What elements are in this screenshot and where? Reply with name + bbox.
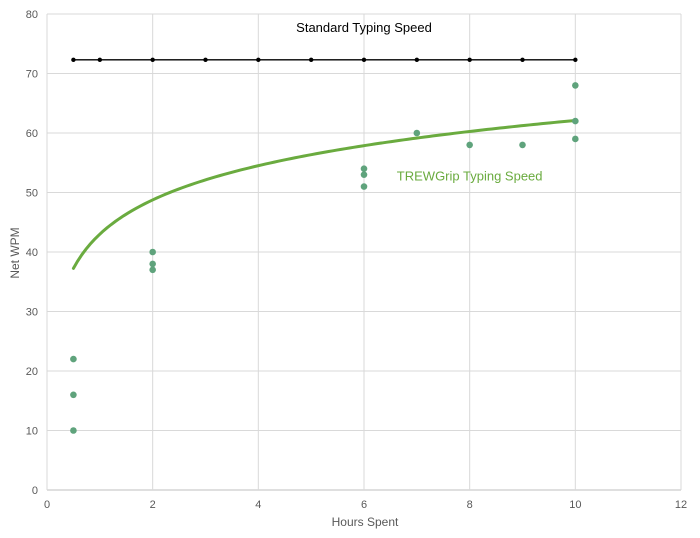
y-tick-label-20: 20	[26, 366, 38, 378]
standard-speed-point	[308, 57, 314, 63]
x-tick-label-2: 2	[150, 499, 156, 511]
standard-speed-point	[97, 57, 103, 63]
x-tick-label-4: 4	[255, 499, 261, 511]
x-tick-label-0: 0	[44, 499, 50, 511]
trewgrip-data-point	[149, 260, 156, 268]
trewgrip-data-point	[360, 171, 368, 178]
trewgrip-data-point	[360, 183, 368, 190]
trewgrip-data-point	[466, 141, 473, 149]
series-group	[70, 57, 579, 434]
trewgrip-data-point	[70, 355, 77, 363]
trewgrip-data-point	[572, 82, 579, 89]
trewgrip-data-point	[360, 165, 368, 172]
standard-speed-point	[256, 57, 261, 63]
trewgrip-data-point	[413, 129, 421, 137]
trewgrip-data-point	[149, 266, 156, 274]
y-tick-label-60: 60	[26, 128, 38, 140]
trewgrip-data-point	[149, 248, 156, 256]
standard-speed-point	[361, 57, 367, 63]
tick-labels: 0 10 20 30 40 50 60 70 80 0 2 4 6 8 10 12	[26, 9, 687, 511]
y-tick-label-10: 10	[26, 426, 38, 438]
gridlines	[46, 13, 682, 491]
standard-speed-point	[71, 57, 76, 63]
x-tick-label-8: 8	[467, 499, 473, 511]
trewgrip-log-trendline	[71, 118, 577, 270]
trewgrip-data-point	[519, 141, 526, 149]
trewgrip-data-point	[70, 391, 77, 399]
standard-speed-point	[150, 57, 155, 63]
annotations: Standard Typing Speed TREWGrip Typing Spe…	[296, 20, 542, 184]
x-tick-label-12: 12	[675, 499, 687, 511]
y-tick-label-70: 70	[26, 69, 38, 81]
trewgrip-data-point	[572, 135, 579, 143]
y-tick-label-0: 0	[32, 485, 38, 497]
standard-speed-point	[414, 57, 420, 63]
trewgrip-typing-speed-label: TREWGrip Typing Speed	[397, 169, 543, 184]
trewgrip-data-point	[70, 427, 77, 434]
trewgrip-data-point	[572, 117, 579, 125]
standard-speed-point	[520, 57, 525, 63]
x-tick-label-6: 6	[361, 499, 367, 511]
y-tick-label-80: 80	[26, 9, 38, 21]
y-tick-label-50: 50	[26, 188, 38, 200]
standard-speed-point	[573, 57, 578, 63]
standard-typing-speed-label: Standard Typing Speed	[296, 20, 432, 35]
standard-speed-point	[203, 57, 208, 63]
y-tick-label-40: 40	[26, 247, 38, 259]
standard-speed-point	[467, 57, 472, 63]
x-tick-label-10: 10	[569, 499, 581, 511]
x-axis-title: Hours Spent	[332, 515, 399, 529]
y-axis-title: Net WPM	[8, 227, 22, 278]
y-tick-label-30: 30	[26, 307, 38, 319]
